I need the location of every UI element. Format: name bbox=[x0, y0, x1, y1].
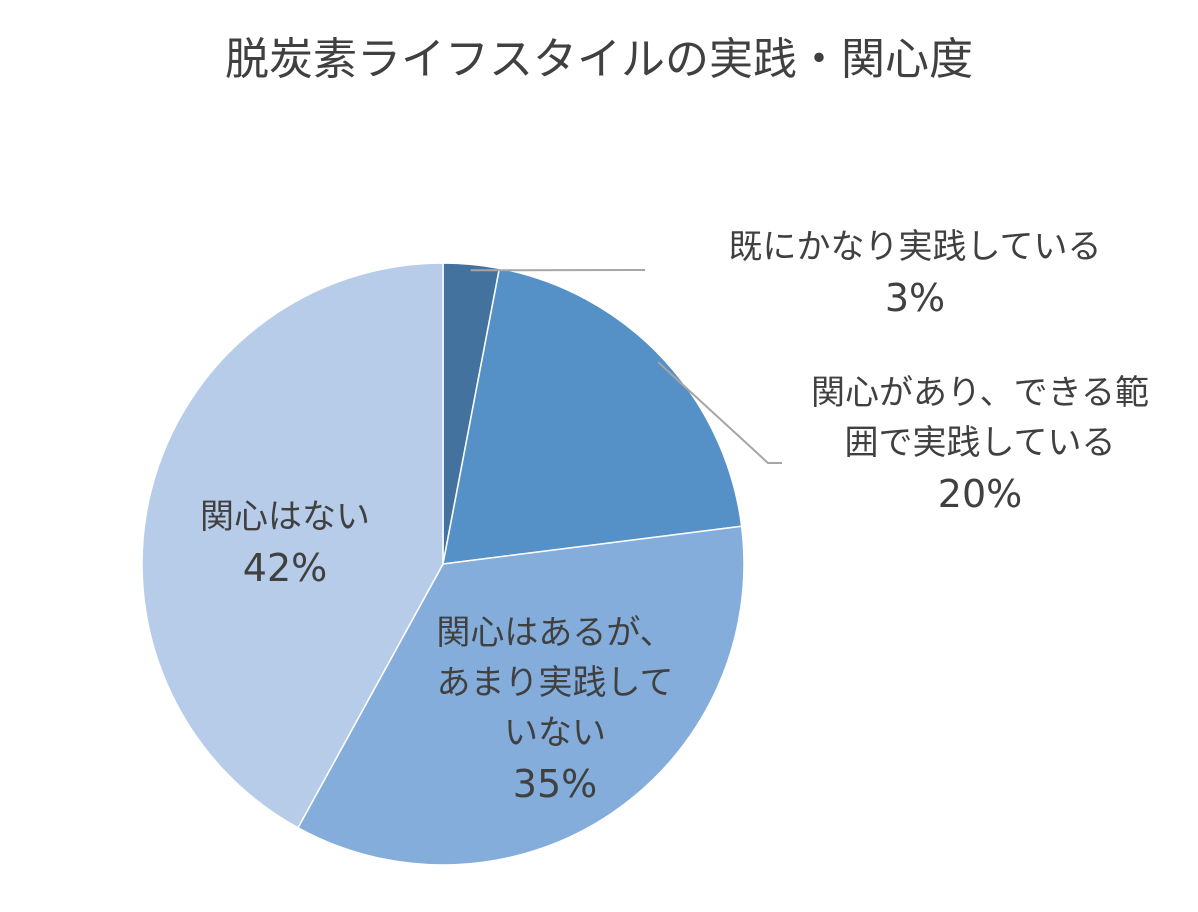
slice-label-interested-practicing: 関心があり、できる範 囲で実践している 20% bbox=[790, 368, 1170, 520]
slice-percent: 20% bbox=[937, 472, 1023, 516]
slice-name-line: 関心があり、できる範 bbox=[811, 373, 1149, 413]
pie-slice-not-interested bbox=[141, 262, 444, 829]
leader-line-interested-practicing bbox=[657, 361, 782, 464]
slice-percent: 3% bbox=[884, 276, 946, 320]
slice-name-line: 関心はない bbox=[200, 497, 370, 537]
slice-label-interested-not-practicing: 関心はあるが、 あまり実践して いない 35% bbox=[405, 608, 705, 810]
slice-label-already-practicing: 既にかなり実践している 3% bbox=[710, 222, 1120, 324]
slice-name-line: 囲で実践している bbox=[844, 423, 1116, 463]
pie-slice-interested-not-practicing bbox=[296, 525, 745, 866]
slice-label-not-interested: 関心はない 42% bbox=[165, 492, 405, 594]
pie-slice-interested-practicing bbox=[442, 267, 743, 565]
pie-slices bbox=[141, 262, 745, 866]
slice-percent: 35% bbox=[512, 762, 598, 806]
slice-name-line: 関心はあるが、 bbox=[436, 613, 674, 653]
slice-name-line: あまり実践して bbox=[436, 663, 674, 703]
slice-percent: 42% bbox=[242, 546, 328, 590]
slice-name-line: いない bbox=[504, 713, 606, 753]
chart-title: 脱炭素ライフスタイルの実践・関心度 bbox=[225, 34, 973, 85]
slice-name-line: 既にかなり実践している bbox=[728, 227, 1102, 267]
leader-lines bbox=[470, 269, 782, 464]
